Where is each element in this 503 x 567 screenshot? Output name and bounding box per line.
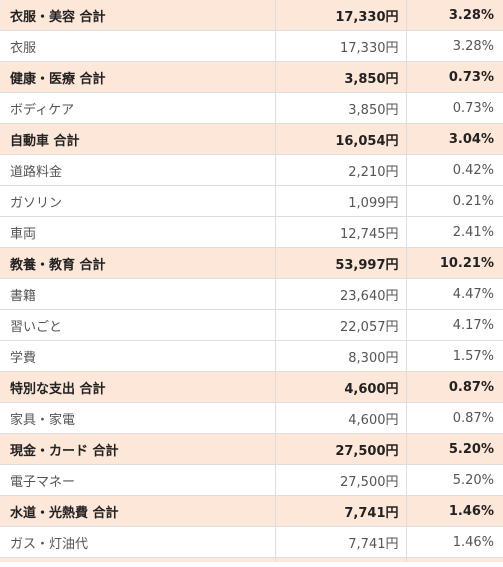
category-item-row: 道路料金 2,210円 0.42% [0, 154, 503, 186]
amount-cell: 3,850円 [275, 92, 407, 124]
category-item-row: 車両 12,745円 2.41% [0, 216, 503, 248]
category-item-row: ガソリン 1,099円 0.21% [0, 185, 503, 217]
partial-cell [406, 557, 503, 562]
category-name: 習いごと [0, 309, 276, 341]
category-name: 健康・医療 合計 [0, 61, 276, 93]
percentage-cell: 3.04% [406, 123, 503, 155]
percentage-cell: 4.47% [406, 278, 503, 310]
amount-cell: 16,054円 [275, 123, 407, 155]
partial-cell [275, 557, 407, 562]
amount-cell: 23,640円 [275, 278, 407, 310]
percentage-cell: 0.73% [406, 61, 503, 93]
percentage-cell: 2.41% [406, 216, 503, 248]
category-name: 学費 [0, 340, 276, 372]
amount-cell: 8,300円 [275, 340, 407, 372]
category-item-row: ガス・灯油代 7,741円 1.46% [0, 526, 503, 558]
percentage-cell: 0.87% [406, 402, 503, 434]
percentage-cell: 0.73% [406, 92, 503, 124]
category-total-row: 教養・教育 合計 53,997円 10.21% [0, 247, 503, 279]
amount-cell: 7,741円 [275, 495, 407, 527]
category-total-row-partial [0, 557, 503, 562]
category-item-row: 家具・家電 4,600円 0.87% [0, 402, 503, 434]
percentage-cell: 1.57% [406, 340, 503, 372]
category-total-row: 水道・光熱費 合計 7,741円 1.46% [0, 495, 503, 527]
percentage-cell: 5.20% [406, 433, 503, 465]
percentage-cell: 0.42% [406, 154, 503, 186]
amount-cell: 7,741円 [275, 526, 407, 558]
amount-cell: 3,850円 [275, 61, 407, 93]
category-name: 特別な支出 合計 [0, 371, 276, 403]
category-name: 車両 [0, 216, 276, 248]
category-name: 現金・カード 合計 [0, 433, 276, 465]
category-total-row: 自動車 合計 16,054円 3.04% [0, 123, 503, 155]
category-item-row: 電子マネー 27,500円 5.20% [0, 464, 503, 496]
category-total-row: 衣服・美容 合計 17,330円 3.28% [0, 0, 503, 31]
amount-cell: 27,500円 [275, 464, 407, 496]
amount-cell: 4,600円 [275, 402, 407, 434]
percentage-cell: 5.20% [406, 464, 503, 496]
amount-cell: 12,745円 [275, 216, 407, 248]
amount-cell: 2,210円 [275, 154, 407, 186]
category-name: 家具・家電 [0, 402, 276, 434]
amount-cell: 27,500円 [275, 433, 407, 465]
percentage-cell: 10.21% [406, 247, 503, 279]
category-name: ボディケア [0, 92, 276, 124]
amount-cell: 4,600円 [275, 371, 407, 403]
category-total-row: 健康・医療 合計 3,850円 0.73% [0, 61, 503, 93]
percentage-cell: 3.28% [406, 0, 503, 31]
percentage-cell: 0.21% [406, 185, 503, 217]
category-name: 道路料金 [0, 154, 276, 186]
category-item-row: 衣服 17,330円 3.28% [0, 30, 503, 62]
category-name: 電子マネー [0, 464, 276, 496]
percentage-cell: 3.28% [406, 30, 503, 62]
category-item-row: 書籍 23,640円 4.47% [0, 278, 503, 310]
category-total-row: 現金・カード 合計 27,500円 5.20% [0, 433, 503, 465]
category-item-row: 学費 8,300円 1.57% [0, 340, 503, 372]
category-name: 水道・光熱費 合計 [0, 495, 276, 527]
category-name: 教養・教育 合計 [0, 247, 276, 279]
category-item-row: ボディケア 3,850円 0.73% [0, 92, 503, 124]
category-name: ガソリン [0, 185, 276, 217]
amount-cell: 1,099円 [275, 185, 407, 217]
category-name: 自動車 合計 [0, 123, 276, 155]
category-total-row: 特別な支出 合計 4,600円 0.87% [0, 371, 503, 403]
percentage-cell: 1.46% [406, 495, 503, 527]
category-name: 書籍 [0, 278, 276, 310]
amount-cell: 17,330円 [275, 30, 407, 62]
category-name: ガス・灯油代 [0, 526, 276, 558]
percentage-cell: 0.87% [406, 371, 503, 403]
amount-cell: 22,057円 [275, 309, 407, 341]
category-name: 衣服 [0, 30, 276, 62]
amount-cell: 53,997円 [275, 247, 407, 279]
percentage-cell: 1.46% [406, 526, 503, 558]
percentage-cell: 4.17% [406, 309, 503, 341]
partial-cell [0, 557, 276, 562]
category-item-row: 習いごと 22,057円 4.17% [0, 309, 503, 341]
amount-cell: 17,330円 [275, 0, 407, 31]
category-name: 衣服・美容 合計 [0, 0, 276, 31]
